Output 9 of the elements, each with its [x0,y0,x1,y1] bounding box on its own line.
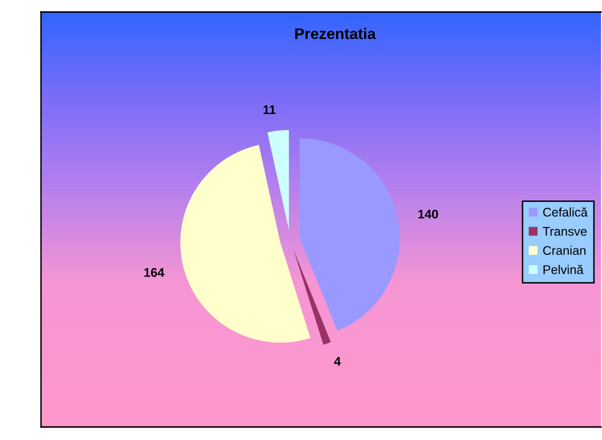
data-label: 4 [334,356,341,366]
legend-label: Transve [542,227,587,236]
data-label: 140 [418,210,438,219]
data-label: 164 [144,268,164,277]
chart-title: Prezentatia [295,28,376,40]
legend-label: Cranian [543,246,586,255]
legend-label: Cefalică [543,207,588,217]
legend-label: Pelvină [544,264,584,274]
data-label: 11 [264,105,276,114]
